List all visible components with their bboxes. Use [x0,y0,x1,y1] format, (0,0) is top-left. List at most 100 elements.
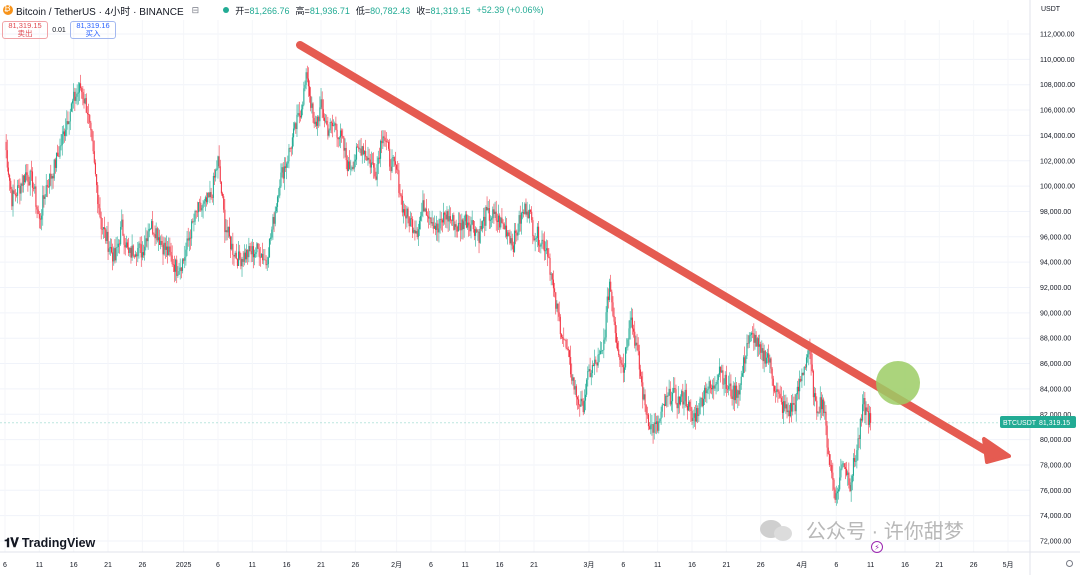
candle-body [560,334,563,338]
candle-body [161,240,163,245]
candle-body [639,369,642,377]
candle-body [555,292,557,309]
candle-body [266,264,268,266]
candle-body [684,389,686,402]
candle-body [257,243,259,249]
candle-body [763,350,765,362]
settings-icon[interactable] [1066,560,1073,567]
candle-body [663,404,666,406]
candle-body [171,255,173,265]
candle-body [718,366,721,375]
candle-body [279,186,281,196]
candle-body [381,140,383,144]
price-tick-label: 88,000.00 [1040,336,1071,343]
candle-body [489,219,492,221]
candle-body [609,281,611,301]
candle-body [173,264,176,272]
candle-body [575,386,577,398]
candle-body [5,141,7,151]
candle-body [267,257,269,265]
buy-button[interactable]: 81,319.16 买入 [70,21,116,39]
candle-body [216,168,218,170]
candle-body [858,438,860,439]
candle-body [831,465,833,473]
candle-body [600,350,603,352]
candle-body [46,185,48,187]
candle-body [184,257,186,261]
candle-body [177,274,179,276]
candle-body [29,170,31,186]
candle-body [734,385,737,401]
candle-body [137,247,139,257]
time-tick-label: 26 [757,562,765,569]
resistance-highlight-circle[interactable] [876,361,920,405]
candle-body [31,171,34,188]
candle-body [230,236,232,250]
candle-body [442,212,445,223]
time-tick-label: 11 [654,562,661,569]
drawing-annotations[interactable] [296,41,1011,464]
candle-body [635,342,637,346]
sell-button[interactable]: 81,319.15 卖出 [2,21,48,39]
candle-body [820,397,822,410]
currency-label[interactable]: USDT [1041,6,1061,13]
candle-body [89,114,91,123]
candle-body [549,258,551,275]
candle-body [548,256,550,259]
candle-body [808,348,810,355]
candle-body [444,212,446,215]
candle-body [246,249,248,260]
downtrend-arrowhead[interactable] [982,437,1011,464]
candle-body [107,231,109,252]
candle-body [28,181,30,186]
candle-body [124,244,126,248]
candle-body [12,190,14,207]
candle-body [294,123,296,129]
candle-body [834,489,836,500]
ohlc-open: 开=81,266.76 [235,5,290,16]
price-tag-symbol: BTCUSDT [1003,420,1037,427]
candle-body [205,197,208,203]
price-axis[interactable]: 72,000.00 74,000.00 76,000.00 78,000.00 80,0… [1040,32,1075,546]
candle-body [380,140,382,159]
candle-body [504,225,506,230]
candle-body [722,370,724,385]
candle-body [452,215,454,222]
candle-body [667,395,669,397]
symbol-title[interactable]: Bitcoin / TetherUS · 4小时 · BINANCE [16,6,184,18]
time-tick-label: 16 [70,562,78,569]
tradingview-logo[interactable]: 𝟏𝐕 TradingView [4,535,95,551]
candle-body [651,424,653,425]
candle-body [311,103,313,108]
candle-body [238,251,240,266]
candle-body [42,195,44,216]
watermark-text: 公众号 · 许你甜梦 [806,521,964,543]
candle-body [697,408,699,417]
candle-body [302,104,304,110]
candle-body [843,463,845,468]
candle-body [502,222,504,224]
candle-body [621,363,623,365]
time-axis[interactable]: 6 11 16 21 26 2025 6 11 16 21 26 2月 6 11 16 21 3月 6 11 16 21… [3,561,1013,569]
price-tick-label: 112,000.00 [1040,32,1075,39]
candle-body [650,424,652,430]
candle-body [610,281,612,292]
candle-body [65,129,67,136]
downtrend-arrow-line[interactable] [296,41,989,454]
candle-body [78,83,80,93]
candle-body [92,140,94,152]
candle-body [18,185,20,186]
candle-body [204,197,206,202]
candle-body [479,226,481,243]
candle-body [402,209,405,213]
candle-body [113,248,115,262]
candle-body [309,86,311,96]
candle-body [260,253,263,258]
candle-body [250,251,252,255]
collapse-icon[interactable]: ⊟ [191,4,200,15]
time-tick-label: 11 [36,562,43,569]
candle-body [745,356,747,364]
lightning-event-icon[interactable]: ⚡ [871,541,883,553]
candle-body [602,350,604,351]
